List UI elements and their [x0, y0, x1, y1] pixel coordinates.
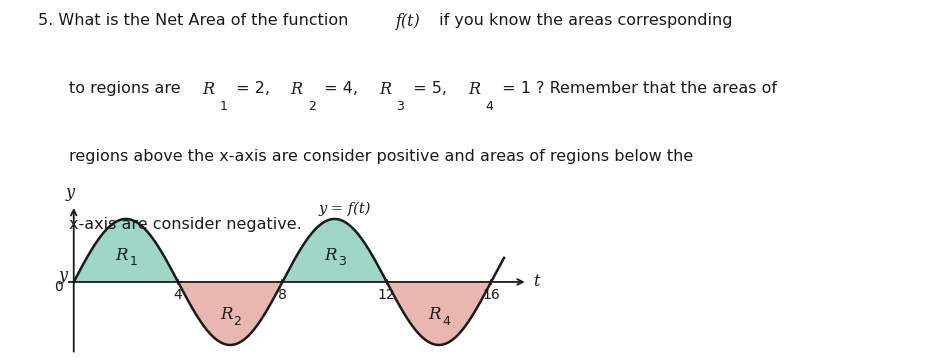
Text: y: y [59, 267, 68, 284]
Text: t: t [532, 274, 539, 290]
Text: = 1 ? Remember that the areas of: = 1 ? Remember that the areas of [496, 81, 776, 96]
Text: 3: 3 [396, 100, 404, 113]
Text: regions above the x-axis are consider positive and areas of regions below the: regions above the x-axis are consider po… [69, 149, 692, 164]
Text: 0: 0 [54, 280, 63, 294]
Text: R: R [115, 247, 129, 264]
Text: 2: 2 [233, 315, 241, 328]
Text: 2: 2 [307, 100, 315, 113]
Text: 4: 4 [173, 288, 182, 302]
Text: = 4,: = 4, [319, 81, 363, 96]
Text: 4: 4 [442, 315, 449, 328]
Text: 1: 1 [219, 100, 227, 113]
Text: = 2,: = 2, [230, 81, 274, 96]
Text: 8: 8 [278, 288, 287, 302]
Text: 3: 3 [338, 255, 346, 268]
Text: to regions are: to regions are [69, 81, 186, 96]
Text: 1: 1 [129, 255, 137, 268]
Text: R: R [428, 306, 441, 323]
Text: 4: 4 [485, 100, 492, 113]
Text: 12: 12 [378, 288, 395, 302]
Text: = 5,: = 5, [407, 81, 451, 96]
Text: R: R [220, 306, 232, 323]
Text: R: R [202, 81, 214, 97]
Text: R: R [290, 81, 303, 97]
Text: 16: 16 [482, 288, 500, 302]
Text: R: R [467, 81, 480, 97]
Text: R: R [379, 81, 391, 97]
Text: R: R [324, 247, 337, 264]
Text: 5. What is the Net Area of the function: 5. What is the Net Area of the function [38, 13, 353, 28]
Text: y = f(t): y = f(t) [319, 202, 371, 216]
Text: if you know the areas corresponding: if you know the areas corresponding [433, 13, 731, 28]
Text: f(t): f(t) [395, 13, 420, 29]
Text: y: y [66, 184, 74, 201]
Text: x-axis are consider negative.: x-axis are consider negative. [69, 217, 301, 232]
